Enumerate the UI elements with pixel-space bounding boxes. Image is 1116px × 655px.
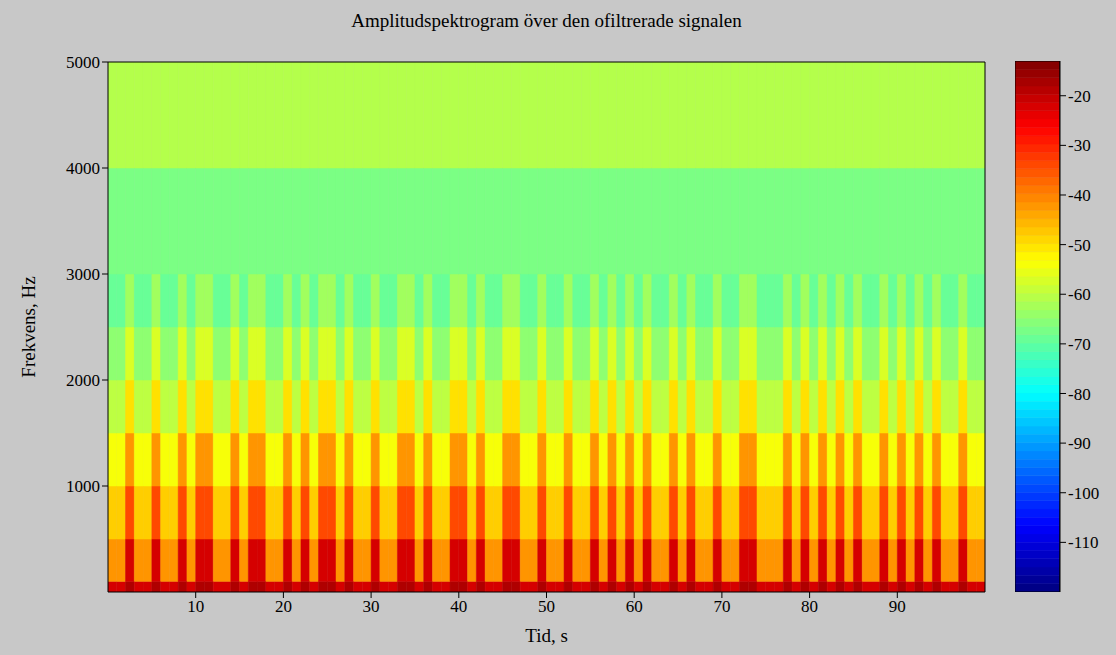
svg-text:-110: -110 bbox=[1068, 533, 1099, 552]
svg-text:-60: -60 bbox=[1068, 285, 1091, 304]
svg-text:10: 10 bbox=[187, 597, 204, 616]
svg-text:20: 20 bbox=[275, 597, 292, 616]
svg-text:80: 80 bbox=[801, 597, 818, 616]
svg-text:-70: -70 bbox=[1068, 335, 1091, 354]
svg-text:40: 40 bbox=[450, 597, 467, 616]
svg-text:90: 90 bbox=[889, 597, 906, 616]
svg-text:-40: -40 bbox=[1068, 186, 1091, 205]
svg-text:-90: -90 bbox=[1068, 434, 1091, 453]
html-text:Amplitudspektrogram över den o: Amplitudspektrogram över den ofiltrerade… bbox=[351, 10, 742, 31]
svg-text:-20: -20 bbox=[1068, 87, 1091, 106]
svg-text:-80: -80 bbox=[1068, 385, 1091, 404]
svg-text:70: 70 bbox=[713, 597, 730, 616]
svg-text:50: 50 bbox=[538, 597, 555, 616]
svg-text:30: 30 bbox=[363, 597, 380, 616]
svg-text:1000: 1000 bbox=[66, 477, 100, 496]
svg-text:-100: -100 bbox=[1068, 484, 1099, 503]
svg-text:60: 60 bbox=[626, 597, 643, 616]
html-text:Frekvens, Hz: Frekvens, Hz bbox=[18, 276, 39, 378]
svg-text:2000: 2000 bbox=[66, 371, 100, 390]
svg-text:-50: -50 bbox=[1068, 236, 1091, 255]
svg-text:5000: 5000 bbox=[66, 53, 100, 72]
svg-text:4000: 4000 bbox=[66, 159, 100, 178]
svg-text:-30: -30 bbox=[1068, 136, 1091, 155]
svg-text:3000: 3000 bbox=[66, 265, 100, 284]
html-text:Tid, s: Tid, s bbox=[525, 625, 568, 646]
